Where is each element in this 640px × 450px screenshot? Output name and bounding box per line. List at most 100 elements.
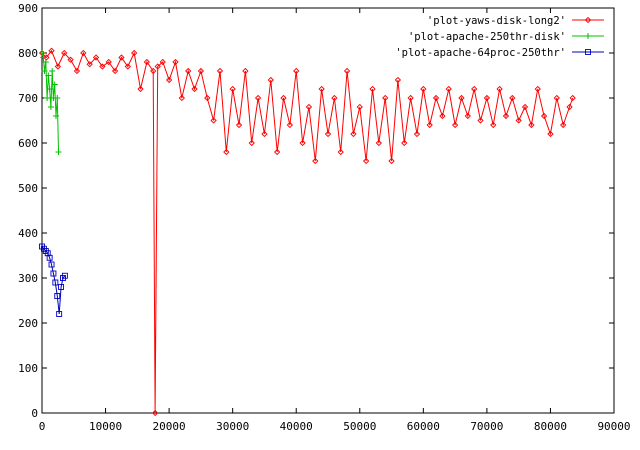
data-point	[420, 85, 427, 93]
data-point	[52, 279, 59, 286]
data-point	[439, 112, 446, 120]
legend-swatch-marker	[585, 49, 591, 55]
series-line	[41, 49, 574, 414]
data-point	[43, 54, 50, 61]
x-tick-label: 50000	[343, 420, 376, 433]
data-point	[223, 148, 230, 156]
data-point	[356, 103, 363, 111]
data-point	[197, 67, 205, 75]
data-point	[528, 121, 535, 129]
data-point	[254, 94, 262, 102]
data-point	[235, 121, 243, 129]
data-point	[204, 94, 211, 102]
series-1	[39, 50, 62, 155]
data-point	[86, 61, 93, 68]
data-point	[39, 50, 45, 56]
x-tick-label: 30000	[216, 420, 249, 433]
data-point	[261, 130, 268, 138]
data-point	[515, 117, 522, 124]
data-point	[445, 85, 452, 93]
data-point	[490, 121, 497, 129]
series-line	[41, 52, 59, 153]
data-point	[458, 94, 465, 102]
legend: 'plot-yaws-disk-long2' 'plot-apache-250th…	[395, 15, 604, 59]
legend-item-0: 'plot-yaws-disk-long2'	[427, 15, 604, 27]
data-point	[73, 67, 81, 75]
data-point	[382, 94, 389, 102]
data-point	[318, 85, 325, 93]
y-tick-label: 800	[18, 47, 38, 60]
data-point	[566, 103, 573, 111]
legend-item-1: 'plot-apache-250thr-disk'	[408, 31, 604, 43]
y-tick-label: 0	[31, 407, 38, 420]
data-point	[509, 94, 516, 102]
series-0	[38, 47, 576, 417]
series-layer	[38, 47, 576, 417]
legend-label: 'plot-apache-64proc-250thr'	[395, 47, 566, 59]
data-point	[560, 121, 567, 129]
legend-swatch-marker	[585, 33, 591, 39]
data-point	[172, 58, 179, 66]
data-point	[547, 130, 554, 138]
y-tick-label: 900	[18, 2, 38, 15]
data-point	[150, 67, 157, 75]
x-tick-label: 0	[39, 420, 46, 433]
data-point	[54, 63, 62, 70]
x-tick-label: 90000	[597, 420, 630, 433]
data-point	[154, 63, 161, 70]
data-point	[111, 67, 119, 75]
data-point	[131, 49, 138, 57]
data-point	[477, 117, 484, 124]
legend-label: 'plot-yaws-disk-long2'	[427, 15, 566, 27]
x-tick-label: 20000	[153, 420, 186, 433]
x-tick-label: 40000	[280, 420, 313, 433]
data-point	[80, 49, 87, 57]
data-point	[61, 272, 68, 279]
data-point	[521, 103, 529, 111]
data-point	[312, 157, 319, 165]
y-axis: 0 100 200 300 400 500 600 700 800 900	[18, 2, 614, 420]
data-point	[534, 85, 541, 93]
data-point	[105, 58, 112, 66]
data-point	[61, 49, 68, 57]
data-point	[432, 94, 440, 102]
data-point	[99, 63, 106, 70]
data-point	[137, 85, 144, 93]
data-point	[388, 157, 395, 165]
data-point	[47, 104, 54, 110]
x-axis: 0 10000 20000 30000 40000 50000 60000 70000 8000…	[39, 8, 631, 433]
data-point	[48, 261, 55, 268]
data-point	[343, 67, 351, 75]
data-point	[159, 58, 166, 66]
data-point	[350, 130, 357, 138]
data-point	[337, 148, 344, 156]
data-point	[40, 54, 47, 61]
data-point	[569, 94, 576, 102]
data-point	[394, 76, 402, 84]
data-point	[248, 139, 255, 147]
data-point	[413, 130, 421, 138]
y-tick-label: 400	[18, 227, 38, 240]
x-tick-label: 10000	[89, 420, 122, 433]
x-tick-label: 70000	[470, 420, 503, 433]
data-point	[56, 311, 63, 317]
data-point	[540, 112, 548, 120]
data-point	[426, 121, 433, 129]
data-point	[216, 67, 224, 75]
data-point	[553, 94, 560, 102]
y-tick-label: 200	[18, 317, 38, 330]
data-point	[401, 139, 408, 147]
data-point	[185, 67, 192, 75]
legend-swatch-marker	[584, 16, 592, 24]
data-point	[369, 85, 376, 93]
data-point	[46, 254, 53, 261]
data-point	[464, 112, 471, 120]
legend-label: 'plot-apache-250thr-disk'	[408, 31, 566, 43]
data-point	[242, 67, 249, 75]
data-point	[502, 112, 510, 120]
x-tick-label: 80000	[534, 420, 567, 433]
data-point	[51, 81, 58, 88]
data-point	[143, 58, 151, 66]
data-point	[124, 63, 131, 70]
y-tick-label: 600	[18, 137, 38, 150]
